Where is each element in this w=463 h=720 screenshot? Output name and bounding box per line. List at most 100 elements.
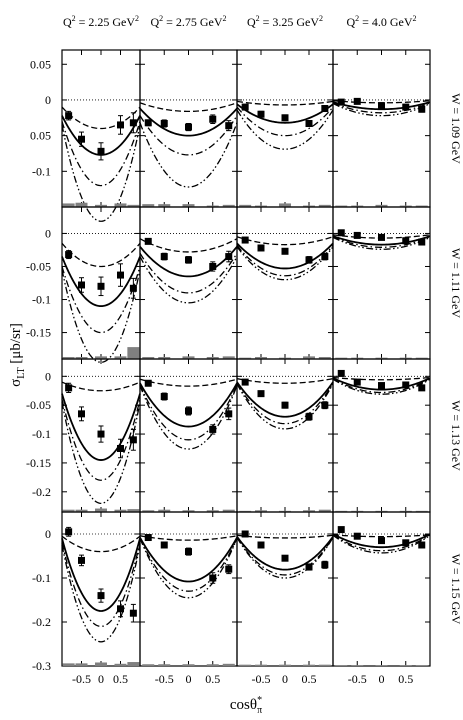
- curve-dashdotdot: [139, 538, 238, 599]
- curve-dashdot: [61, 121, 141, 187]
- panel-frame: [236, 358, 334, 513]
- data-point: [117, 605, 124, 613]
- curve-dashdotdot: [61, 544, 141, 643]
- systematic-error-bar: [142, 357, 155, 359]
- column-header-q2-3: Q2 = 3.25 GeV2: [247, 14, 323, 29]
- curve-solid: [332, 101, 431, 111]
- data-point: [337, 369, 345, 377]
- systematic-error-bar: [415, 357, 428, 359]
- x-tick-label: 0.5: [398, 672, 413, 686]
- data-point: [144, 379, 152, 387]
- data-point: [78, 281, 85, 289]
- row-label-w-1: W = 1.09 GeV: [449, 93, 463, 164]
- curve-dashdot: [61, 542, 141, 628]
- curve-dashdot: [332, 102, 431, 114]
- x-axis-label: cosθ* π: [230, 695, 262, 716]
- panel-frame: [139, 358, 238, 513]
- systematic-error-bar: [255, 205, 267, 207]
- systematic-error-bar: [351, 357, 364, 359]
- systematic-error-bar: [206, 664, 219, 666]
- data-point: [305, 120, 313, 128]
- data-point: [305, 413, 313, 421]
- data-point: [418, 384, 426, 392]
- systematic-error-bar: [222, 509, 235, 512]
- x-tick-label: -0.5: [252, 672, 271, 686]
- systematic-error-bar: [279, 357, 291, 359]
- panel-r1-c2: [139, 49, 238, 208]
- curve-dashdotdot: [332, 534, 431, 554]
- x-tick-label: 0.5: [205, 672, 220, 686]
- data-point: [129, 436, 137, 444]
- curve-solid: [236, 103, 334, 124]
- data-point: [160, 253, 168, 261]
- data-point: [353, 97, 361, 105]
- curve-dashdotdot: [139, 256, 238, 304]
- panel-frame: [332, 358, 431, 513]
- data-point: [78, 556, 85, 564]
- data-point: [337, 526, 345, 534]
- systematic-error-bar: [335, 665, 348, 666]
- panel-r3-c2: [139, 358, 238, 513]
- curve-dashed: [236, 236, 334, 246]
- systematic-error-bar: [114, 509, 127, 512]
- y-tick-label: -0.2: [32, 485, 51, 499]
- data-point: [241, 378, 249, 386]
- curve-solid: [61, 256, 141, 308]
- panel-r4-c3: [236, 511, 334, 667]
- curve-dashdot: [61, 399, 141, 481]
- data-point: [378, 102, 385, 110]
- curve-solid: [332, 235, 431, 246]
- systematic-error-bar: [114, 203, 127, 207]
- curve-dashdot: [139, 538, 238, 592]
- data-point: [378, 233, 385, 241]
- data-point: [257, 110, 265, 118]
- systematic-error-bar: [75, 509, 88, 512]
- panel-frame: [332, 511, 431, 667]
- panel-frame: [332, 49, 431, 208]
- data-point: [185, 123, 192, 131]
- curve-dashdot: [236, 106, 334, 137]
- curve-dashdot: [61, 266, 141, 334]
- curve-dashdotdot: [61, 269, 141, 363]
- curve-dashed: [236, 100, 334, 106]
- y-tick-label: -0.1: [32, 293, 51, 307]
- systematic-error-bar: [75, 357, 88, 359]
- data-point: [97, 147, 105, 155]
- column-header-q2-1: Q2 = 2.25 GeV2: [63, 14, 139, 29]
- x-tick-label: -0.5: [348, 672, 367, 686]
- systematic-error-bar: [255, 510, 267, 512]
- panel-r2-c3: [236, 206, 334, 360]
- curve-dashed: [139, 102, 238, 113]
- y-tick-label: -0.1: [32, 571, 51, 585]
- y-tick-label: -0.2: [32, 615, 51, 629]
- data-point: [144, 237, 152, 245]
- systematic-error-bar: [375, 357, 388, 359]
- systematic-error-bar: [95, 508, 107, 512]
- systematic-error-bar: [375, 204, 388, 207]
- curve-dashed: [236, 534, 334, 539]
- systematic-error-bar: [95, 356, 107, 359]
- data-point: [97, 592, 105, 600]
- systematic-error-bar: [222, 204, 235, 207]
- data-point: [378, 537, 385, 545]
- x-tick-label: 0: [282, 672, 288, 686]
- systematic-error-bar: [351, 205, 364, 207]
- systematic-error-bar: [351, 665, 364, 666]
- data-point: [305, 563, 313, 571]
- data-point: [321, 253, 329, 261]
- systematic-error-bar: [75, 663, 88, 666]
- panel-r1-c1: [61, 49, 141, 222]
- data-point: [129, 609, 137, 617]
- systematic-error-bar: [206, 510, 219, 512]
- curve-dashdotdot: [139, 122, 238, 188]
- curve-dashdot: [139, 252, 238, 294]
- panel-frame: [332, 206, 431, 360]
- data-point: [305, 256, 313, 264]
- data-point: [281, 114, 289, 122]
- data-point: [160, 541, 168, 549]
- data-point: [225, 253, 233, 261]
- systematic-error-bar: [182, 356, 195, 359]
- curve-dashdotdot: [236, 109, 334, 150]
- row-label-w-2: W = 1.11 GeV: [449, 248, 463, 318]
- systematic-error-bar: [318, 664, 331, 666]
